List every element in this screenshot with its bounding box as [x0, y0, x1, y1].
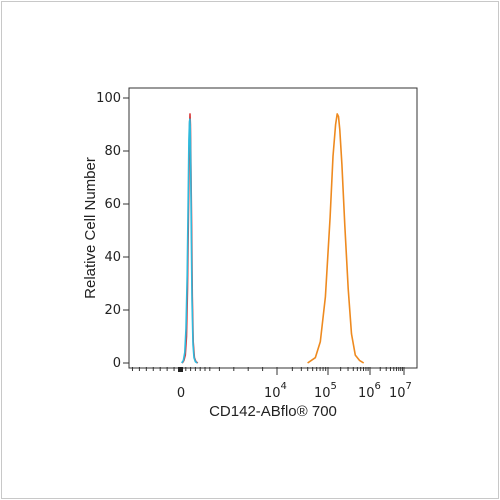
y-axis-title: Relative Cell Number [82, 157, 99, 299]
x-tick-label-4: 107 [389, 381, 412, 401]
y-tick-label-3: 60 [104, 197, 121, 212]
y-tick-label-1: 20 [104, 303, 121, 318]
y-axis: 0 20 40 60 80 100 [96, 91, 129, 371]
x-axis-title: CD142-ABflo® 700 [209, 403, 337, 420]
series-line-2 [307, 113, 365, 364]
y-tick-label-2: 40 [104, 250, 121, 265]
series-line-1 [181, 118, 198, 364]
plot-area [128, 87, 418, 369]
x-tick-label-2: 105 [314, 381, 337, 401]
series-layer [181, 113, 365, 364]
x-tick-label-0: 0 [177, 386, 185, 401]
x-zero-marker [178, 367, 183, 372]
x-tick-label-3: 106 [358, 381, 381, 401]
y-tick-label-4: 80 [104, 144, 121, 159]
x-tick-label-1: 104 [264, 381, 287, 401]
y-tick-label-5: 100 [96, 91, 121, 106]
y-tick-label-0: 0 [113, 356, 121, 371]
x-axis [131, 367, 405, 375]
